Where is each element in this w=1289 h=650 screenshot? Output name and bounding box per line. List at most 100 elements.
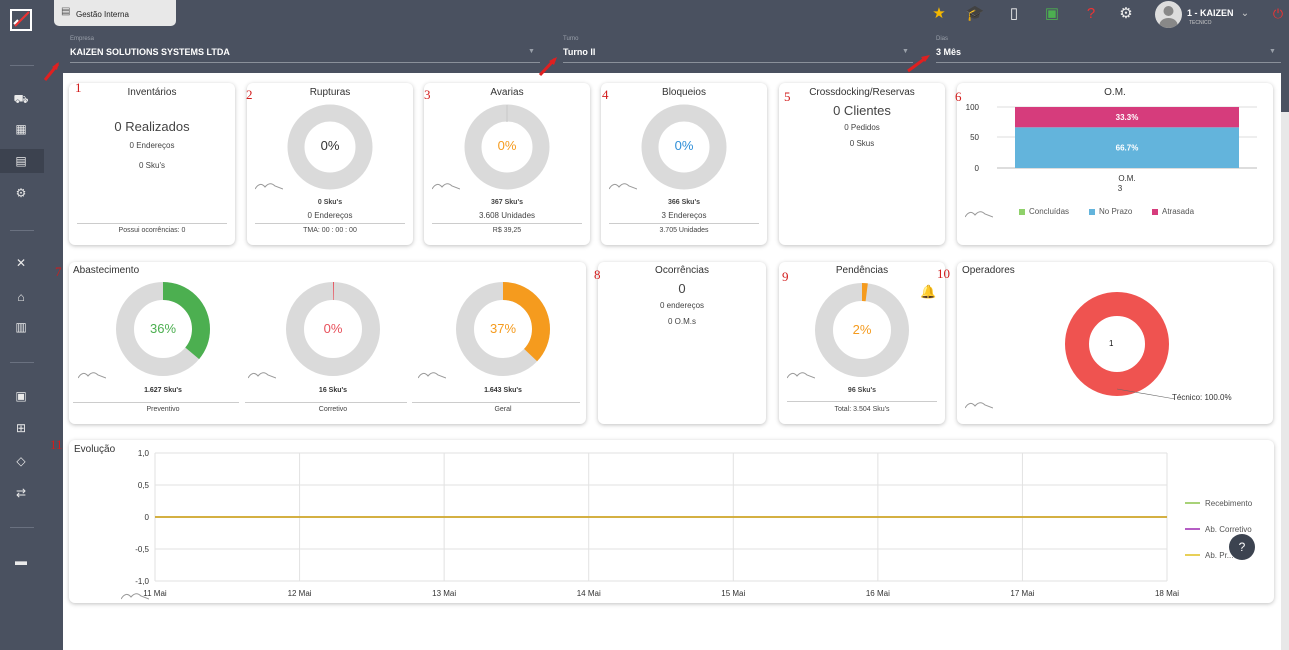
clipboard-icon[interactable]: ▣ [15,389,27,403]
region-number: 8 [594,267,601,282]
trend-icon [121,593,149,600]
evolucao-chart: 1,0 0,5 0 -0,5 -1,0 11 Mai 12 Mai 13 Mai 14 Mai 1… [135,449,1253,598]
logo-icon[interactable] [9,8,33,32]
empresa-select[interactable]: KAIZEN SOLUTIONS SYSTEMS LTDA [70,47,230,57]
card-title: Abastecimento [73,265,140,276]
bloqueios-pct: 0% [674,138,694,153]
card-avarias: Avarias 0% 367 Sku's 3.608 Unidades R$ 3… [424,83,590,245]
empresa-label: Empresa [70,36,95,42]
card-rupturas: Rupturas 0% 0 Sku's 0 Endereços TMA: 00 … [247,83,413,245]
legend-item[interactable]: No Prazo [1089,207,1132,216]
avarias-footer: R$ 39,25 [492,227,522,234]
crossdocking-clientes: 0 Clientes [833,103,891,118]
bloqueios-enderecos: 3 Endereços [661,211,707,220]
logout-icon[interactable]: ⏻ [1272,6,1284,21]
card-pendencias: Pendências 🔔 2% 96 Sku's Total: 3.504 Sk… [779,262,945,424]
boxes-icon[interactable]: ▦ [15,122,27,136]
turno-underline [563,62,913,63]
card-title: Crossdocking/Reservas [809,87,915,98]
legend-swatch [1152,208,1158,215]
card-divider [77,223,227,224]
shuffle-icon[interactable]: ⇄ [15,486,27,500]
trend-icon [418,372,446,379]
abastecimento-pct: 37% [489,321,517,336]
caret-down-icon[interactable]: ▼ [1269,48,1276,55]
card-abastecimento: Abastecimento 36% 1.627 Sku's Preventivo 0%… [69,262,586,424]
card-divider [787,401,937,402]
crossdocking-skus: 0 Skus [849,139,875,148]
card-title: Pendências [835,265,889,276]
card-title: Evolução [74,444,116,455]
help-button[interactable]: ? [1229,534,1255,560]
trend-icon [609,183,637,190]
bell-alert-icon[interactable]: 🔔 [920,284,937,299]
trend-icon [248,372,276,379]
trend-icon [787,372,815,379]
bar-label: 66.7% [1116,144,1139,153]
abastecimento-donut [286,282,380,376]
help-circle-icon[interactable]: ? [1086,5,1096,22]
rupturas-skus: 0 Sku's [317,199,343,206]
building-icon[interactable]: ▥ [15,320,27,334]
card-title: Avarias [490,87,524,98]
tag-icon[interactable]: ◇ [16,454,26,468]
legend-label[interactable]: Recebimento [1205,499,1253,508]
rupturas-donut [287,104,373,190]
chart-icon[interactable]: ▣ [1044,5,1060,22]
star-icon[interactable]: ★ [932,5,946,22]
periodo-select[interactable]: 3 Mês [936,47,962,57]
user-role: TECNICO [1189,20,1212,26]
trend-icon [255,183,283,190]
y-tick: -1,0 [135,577,149,586]
turno-select[interactable]: Turno II [563,47,596,57]
inventarios-enderecos: 0 Endereços [129,141,175,150]
chevron-down-icon[interactable]: ⌄ [1240,8,1250,19]
report-icon[interactable]: ▬ [15,554,27,568]
avarias-unidades: 3.608 Unidades [478,211,536,220]
abastecimento-label: Geral [494,406,512,413]
card-om: O.M. 100 50 0 66.7% 33.3% O.M. 3 Concluí… [957,83,1273,245]
legend-item[interactable]: Concluídas [1019,207,1069,216]
avatar[interactable] [1155,1,1182,28]
card-title: Bloqueios [662,87,706,98]
region-number: 5 [784,89,791,104]
donut-arc [286,282,380,376]
hierarchy-icon[interactable]: ⊞ [15,421,27,435]
tab-gestao-interna[interactable]: ▤ Gestão Interna [54,0,176,26]
graduation-cap-icon[interactable]: 🎓 [965,5,985,22]
forklift-icon[interactable]: ⚙ [15,186,27,200]
x-tick: 13 Mai [432,589,456,598]
abastecimento-skus: 16 Sku's [318,387,348,394]
x-category: 3 [1118,184,1123,193]
periodo-underline [936,62,1281,63]
scroll-track[interactable] [1281,112,1289,650]
tab-label: Gestão Interna [76,10,129,19]
avarias-skus: 367 Sku's [490,199,524,206]
truck-icon[interactable]: ⛟ [13,92,29,106]
tools-icon[interactable]: ✕ [15,256,27,270]
ocorrencias-count: 0 [678,281,686,296]
bar-no-prazo [1015,127,1239,168]
legend-label: No Prazo [1099,207,1133,216]
legend-label[interactable]: Ab. Pr... [1205,551,1233,560]
caret-down-icon[interactable]: ▼ [902,48,909,55]
y-tick: 0 [145,513,150,522]
legend-label[interactable]: Ab. Corretivo [1205,525,1252,534]
warehouse-icon[interactable]: ▤ [15,154,27,168]
legend-item[interactable]: Atrasada [1152,207,1194,216]
gear-icon[interactable]: ⚙ [1119,5,1133,22]
region-number: 6 [955,89,962,104]
region-number: 4 [602,87,609,102]
card-title: O.M. [1104,87,1126,98]
card-ocorrencias: Ocorrências 0 0 endereços 0 O.M.s [598,262,766,424]
empresa-underline [70,62,540,63]
card-divider [432,223,582,224]
garage-icon[interactable]: ⌂ [17,290,25,304]
inventarios-skus: 0 Sku's [139,161,165,170]
rupturas-pct: 0% [320,138,340,153]
y-tick: 0,5 [138,481,150,490]
caret-down-icon[interactable]: ▼ [528,48,535,55]
card-inventarios: Inventários 0 Realizados 0 Endereços 0 S… [69,83,235,245]
bloqueios-donut [641,104,727,190]
map-icon[interactable]: ▯ [1009,5,1019,22]
